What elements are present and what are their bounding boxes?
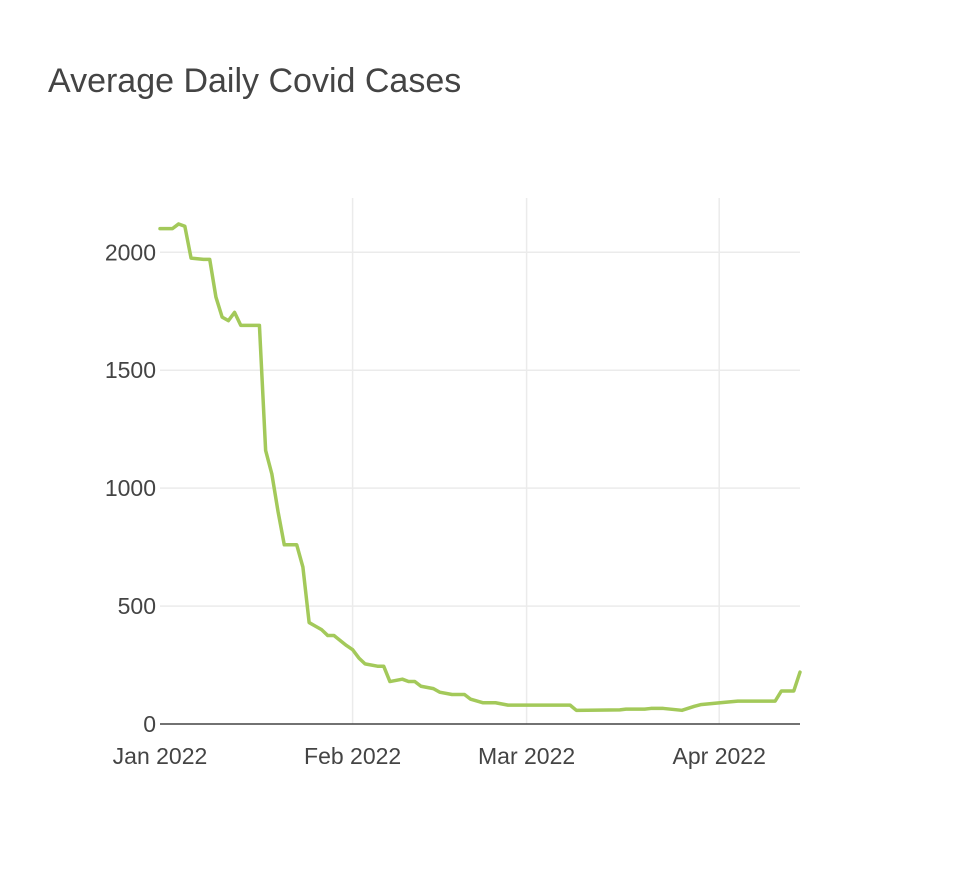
chart-title: Average Daily Covid Cases bbox=[48, 62, 462, 100]
y-axis-ticks: 0 500 1000 1500 2000 bbox=[105, 239, 156, 737]
series-layer bbox=[158, 222, 802, 713]
x-axis-ticks: Jan 2022 Feb 2022 Mar 2022 Apr 2022 bbox=[113, 743, 766, 769]
series-line bbox=[158, 222, 802, 713]
y-tick-label: 2000 bbox=[105, 239, 156, 265]
grid-lines bbox=[160, 198, 800, 724]
x-tick-label: Mar 2022 bbox=[478, 743, 575, 769]
x-tick-label: Feb 2022 bbox=[304, 743, 401, 769]
y-tick-label: 500 bbox=[118, 593, 156, 619]
y-tick-label: 1500 bbox=[105, 357, 156, 383]
y-tick-label: 1000 bbox=[105, 475, 156, 501]
x-tick-label: Apr 2022 bbox=[673, 743, 766, 769]
x-tick-label: Jan 2022 bbox=[113, 743, 208, 769]
y-tick-label: 0 bbox=[143, 711, 156, 737]
